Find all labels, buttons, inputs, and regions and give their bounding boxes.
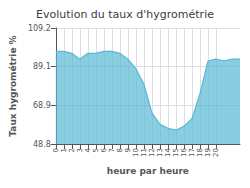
svg-text:heure par heure: heure par heure	[107, 166, 189, 176]
svg-text:18: 18	[196, 148, 204, 157]
svg-text:11: 11	[140, 148, 148, 157]
svg-text:16: 16	[180, 147, 188, 156]
svg-text:9: 9	[124, 148, 132, 152]
svg-text:Taux hygrométrie %: Taux hygrométrie %	[8, 35, 18, 136]
svg-text:19: 19	[204, 148, 212, 157]
svg-text:2: 2	[68, 148, 76, 152]
svg-text:20: 20	[212, 148, 220, 157]
svg-text:14: 14	[164, 147, 172, 156]
svg-text:15: 15	[172, 148, 180, 157]
svg-text:13: 13	[156, 148, 164, 157]
svg-text:5: 5	[92, 148, 100, 152]
svg-text:17: 17	[188, 148, 196, 157]
svg-text:89.1: 89.1	[33, 62, 51, 71]
svg-text:48.8: 48.8	[33, 140, 51, 149]
svg-text:8: 8	[116, 148, 124, 152]
svg-text:12: 12	[148, 148, 156, 157]
svg-text:1: 1	[60, 148, 68, 152]
svg-text:6: 6	[100, 147, 108, 152]
svg-text:Evolution du taux d'hygrométri: Evolution du taux d'hygrométrie	[36, 8, 214, 21]
svg-text:7: 7	[108, 148, 116, 152]
svg-text:0: 0	[52, 148, 60, 152]
svg-text:68.9: 68.9	[33, 101, 51, 110]
svg-text:10: 10	[132, 148, 140, 157]
svg-text:4: 4	[84, 147, 92, 152]
svg-text:3: 3	[76, 148, 84, 152]
svg-text:109.2: 109.2	[28, 24, 51, 33]
